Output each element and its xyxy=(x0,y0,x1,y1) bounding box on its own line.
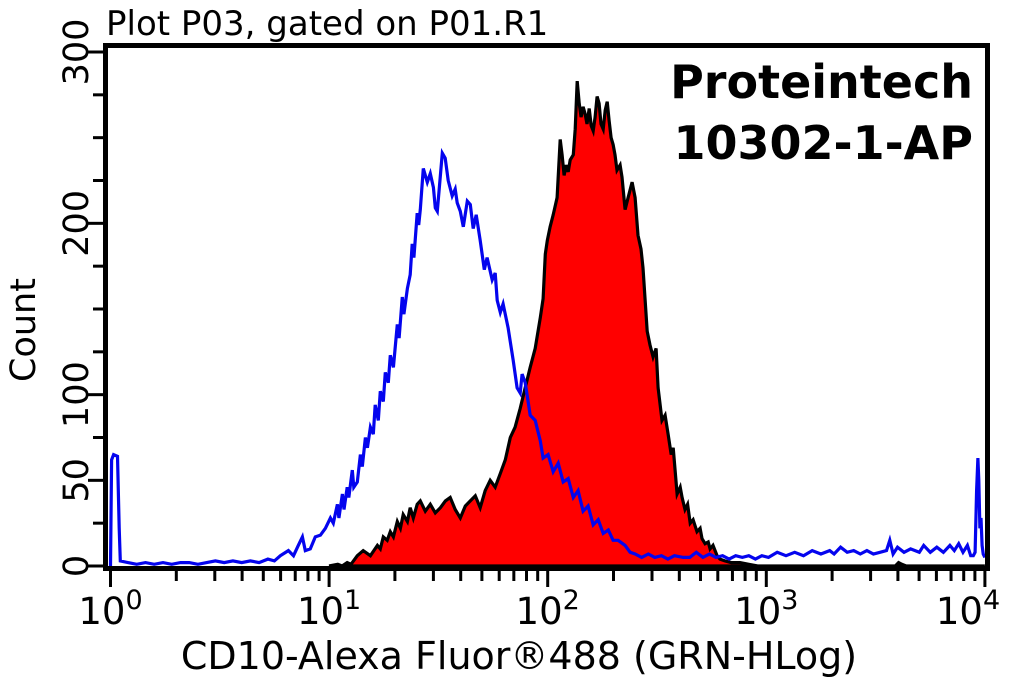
x-tick-label-3: 103 xyxy=(734,585,798,633)
stained-histogram-curve xyxy=(328,80,985,567)
y-axis-label: Count xyxy=(4,278,44,382)
y-tick-label-2: 100 xyxy=(57,361,97,428)
y-tick-label-1: 50 xyxy=(57,458,97,503)
annotation-vendor: Proteintech xyxy=(670,55,973,109)
y-tick-label-4: 300 xyxy=(57,19,97,86)
plot-title: Plot P03, gated on P01.R1 xyxy=(106,4,549,44)
histogram-curves xyxy=(108,80,986,567)
annotation-catalog-number: 10302-1-AP xyxy=(673,116,973,170)
plot-frame xyxy=(103,43,990,571)
x-tick-label-4: 104 xyxy=(936,585,1000,633)
antibody-annotation: Proteintech 10302-1-AP xyxy=(670,52,973,174)
x-axis-label: CD10-Alexa Fluor®488 (GRN-HLog) xyxy=(180,634,858,678)
x-tick-label-2: 102 xyxy=(516,585,580,633)
y-tick-label-3: 200 xyxy=(57,190,97,257)
y-tick-label-0: 0 xyxy=(57,555,97,577)
axis-ticks xyxy=(88,50,987,587)
control-histogram-curve xyxy=(108,147,986,567)
x-tick-label-1: 101 xyxy=(297,585,361,633)
axis-tick-labels: 100 101 102 103 104 0 50 100 200 300 xyxy=(57,19,1000,633)
x-tick-label-0: 100 xyxy=(78,585,142,633)
